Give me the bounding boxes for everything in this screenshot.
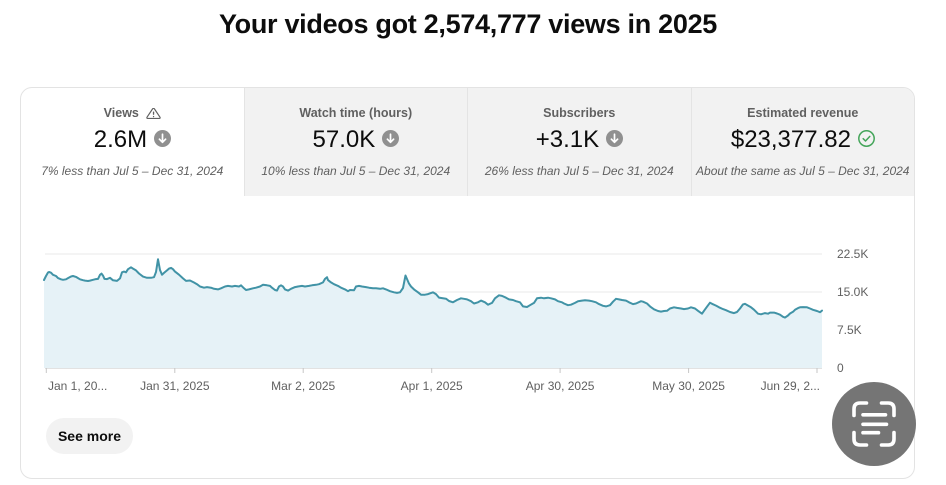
svg-text:Apr 1, 2025: Apr 1, 2025 <box>401 379 463 393</box>
svg-text:Mar 2, 2025: Mar 2, 2025 <box>271 379 335 393</box>
svg-text:Apr 30, 2025: Apr 30, 2025 <box>526 379 595 393</box>
svg-text:May 30, 2025: May 30, 2025 <box>652 379 725 393</box>
svg-text:7.5K: 7.5K <box>837 323 862 337</box>
svg-text:Jan 1, 20...: Jan 1, 20... <box>48 379 107 393</box>
svg-text:22.5K: 22.5K <box>837 247 868 261</box>
svg-text:0: 0 <box>837 361 844 375</box>
svg-text:Jun 29, 2...: Jun 29, 2... <box>761 379 820 393</box>
svg-text:Jan 31, 2025: Jan 31, 2025 <box>140 379 210 393</box>
svg-text:15.0K: 15.0K <box>837 285 868 299</box>
